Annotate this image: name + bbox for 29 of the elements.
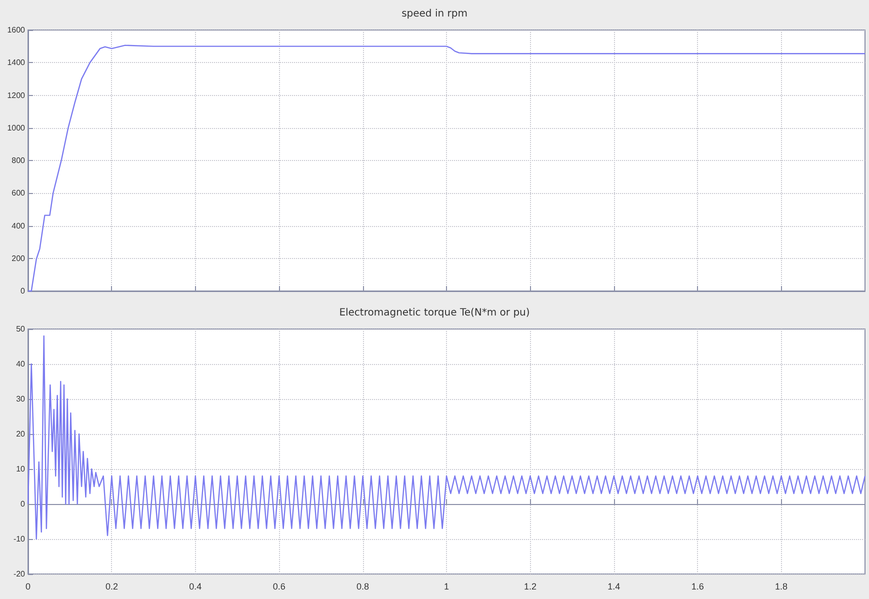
chart-title: Electromagnetic torque Te(N*m or pu) <box>339 308 530 318</box>
y-tick-label: 1200 <box>7 90 26 100</box>
y-tick-label: -10 <box>13 534 26 544</box>
y-tick-label: 200 <box>12 254 26 263</box>
y-tick-label: 40 <box>16 360 26 368</box>
x-tick-label: 1.2 <box>524 582 536 592</box>
y-tick-label: 1000 <box>7 123 26 132</box>
x-tick-label: 0.4 <box>189 582 202 592</box>
y-tick-label: -20 <box>13 570 26 578</box>
y-tick-label: 600 <box>12 188 26 198</box>
y-tick-label: 0 <box>20 286 26 296</box>
y-tick-label: 10 <box>16 464 26 474</box>
y-tick-label: 400 <box>12 221 26 230</box>
x-tick-label: 0.2 <box>105 582 118 592</box>
y-tick-label: 30 <box>16 394 26 404</box>
x-tick-label: 1.6 <box>691 582 704 592</box>
y-tick-label: 20 <box>16 430 26 438</box>
x-tick-label: 0.8 <box>356 582 370 592</box>
chart-title: speed in rpm <box>402 8 468 20</box>
x-tick-label: 1 <box>444 582 450 592</box>
y-tick-label: 1600 <box>7 26 26 34</box>
x-tick-label: 1.4 <box>608 582 620 592</box>
x-tick-label: 1.8 <box>775 582 788 592</box>
y-tick-label: 50 <box>16 324 26 334</box>
line-series <box>27 335 866 540</box>
y-tick-label: 800 <box>12 156 26 165</box>
y-tick-label: 1400 <box>7 58 26 68</box>
y-tick-label: 0 <box>20 500 26 508</box>
x-tick-label: 0.6 <box>272 582 286 592</box>
